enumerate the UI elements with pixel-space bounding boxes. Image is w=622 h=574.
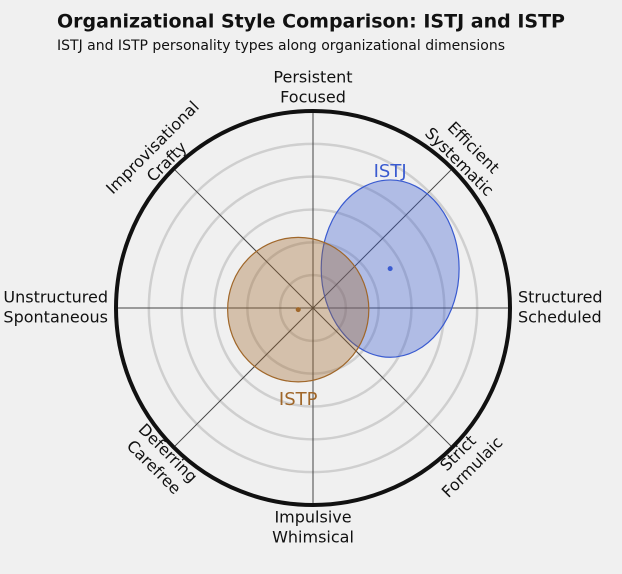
- axis-label-line: Focused: [280, 88, 346, 107]
- axis-label-line: Structured: [518, 288, 603, 307]
- chart-title: Organizational Style Comparison: ISTJ an…: [57, 11, 565, 33]
- axis-label-line: Scheduled: [518, 308, 602, 327]
- center-dot: [387, 266, 393, 272]
- axis-spoke: [312, 307, 453, 448]
- series-label: ISTP: [279, 389, 318, 410]
- axis-label-line: Spontaneous: [3, 308, 108, 327]
- axis-spoke: [173, 168, 314, 309]
- axis-label-line: Impulsive: [274, 508, 351, 527]
- axis-spoke: [312, 168, 453, 309]
- center-dot: [295, 307, 301, 313]
- outer-ring: [114, 109, 512, 507]
- axis-label-line: Persistent: [273, 68, 352, 87]
- axis-label-line: Unstructured: [3, 288, 108, 307]
- axis-label-line: Whimsical: [272, 528, 354, 547]
- series-label: ISTJ: [374, 161, 407, 182]
- axis-spoke: [173, 307, 314, 448]
- chart-subtitle: ISTJ and ISTP personality types along or…: [57, 38, 505, 54]
